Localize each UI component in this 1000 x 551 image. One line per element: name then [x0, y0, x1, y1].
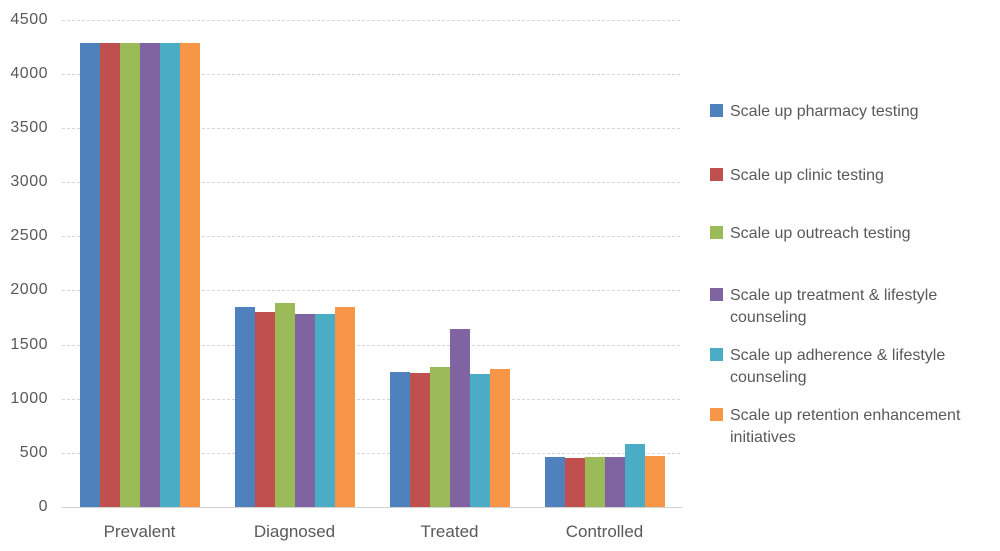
- gridline: [62, 236, 682, 238]
- gridline: [62, 19, 682, 21]
- legend-swatch: [710, 168, 723, 181]
- legend-swatch: [710, 226, 723, 239]
- legend-item: Scale up outreach testing: [710, 223, 998, 245]
- bar-series-3-diagnosed: [274, 303, 295, 507]
- gridline: [62, 127, 682, 129]
- bar-series-4-treated: [449, 329, 470, 507]
- bar-series-6-controlled: [644, 456, 665, 507]
- y-axis-tick-label: 2000: [10, 281, 48, 299]
- y-axis-tick-label: 1000: [10, 389, 48, 407]
- y-axis-tick-label: 3000: [10, 173, 48, 190]
- y-axis-tick-label: 3500: [10, 118, 48, 136]
- legend-label: Scale up pharmacy testing: [730, 103, 919, 120]
- bar-series-6-prevalent: [179, 43, 200, 507]
- legend-item: Scale up adherence & lifestyle counselin…: [710, 345, 998, 389]
- legend-item: Scale up clinic testing: [710, 165, 998, 187]
- legend: Scale up pharmacy testing Scale up clinic…: [710, 0, 1000, 551]
- x-axis-category-label: Diagnosed: [253, 522, 336, 541]
- gridline: [62, 452, 682, 454]
- x-axis-category-label: Treated: [420, 522, 479, 541]
- y-axis-tick-label: 4500: [10, 10, 48, 28]
- bar-series-5-diagnosed: [314, 313, 335, 507]
- bar-series-6-treated: [489, 369, 510, 507]
- gridline: [62, 182, 682, 183]
- gridline: [62, 73, 682, 75]
- bar-series-1-treated: [389, 371, 410, 507]
- y-axis-tick-label: 0: [38, 498, 48, 515]
- bar-series-1-diagnosed: [234, 307, 255, 507]
- y-axis-tick-label: 500: [19, 443, 48, 461]
- legend-label: Scale up treatment & lifestyle counselin…: [730, 287, 938, 326]
- bar-series-2-diagnosed: [254, 312, 275, 507]
- legend-swatch: [710, 348, 723, 361]
- legend-swatch: [710, 288, 723, 301]
- y-axis-tick-label: 4000: [10, 64, 48, 82]
- bar-series-2-controlled: [564, 457, 585, 507]
- bar-series-1-controlled: [544, 457, 565, 507]
- bar-series-5-prevalent: [159, 43, 180, 507]
- gridline: [62, 398, 682, 400]
- bar-series-1-prevalent: [79, 43, 100, 507]
- bar-series-2-treated: [409, 372, 430, 507]
- legend-item: Scale up treatment & lifestyle counselin…: [710, 285, 998, 329]
- bar-series-3-treated: [429, 366, 450, 507]
- legend-label: Scale up outreach testing: [730, 225, 911, 242]
- bar-series-3-prevalent: [119, 43, 140, 507]
- x-axis-category-label: Controlled: [565, 522, 644, 541]
- x-axis-line: [62, 507, 682, 508]
- legend-swatch: [710, 104, 723, 117]
- bar-series-4-prevalent: [139, 43, 160, 507]
- legend-item: Scale up pharmacy testing: [710, 101, 998, 123]
- bar-series-5-treated: [469, 373, 490, 507]
- legend-swatch: [710, 408, 723, 421]
- y-axis-tick-label: 2500: [10, 227, 48, 245]
- gridline: [62, 290, 682, 292]
- legend-label: Scale up clinic testing: [730, 167, 884, 184]
- legend-label: Scale up adherence & lifestyle counselin…: [730, 347, 946, 386]
- legend-label: Scale up retention enhancement initiativ…: [730, 407, 961, 446]
- gridline: [62, 344, 682, 346]
- bar-series-5-controlled: [624, 444, 645, 507]
- bar-series-4-diagnosed: [294, 313, 315, 507]
- legend-item: Scale up retention enhancement initiativ…: [710, 405, 998, 449]
- bar-series-2-prevalent: [99, 43, 120, 507]
- x-axis-category-label: Prevalent: [103, 522, 176, 541]
- bar-series-6-diagnosed: [334, 307, 355, 507]
- bar-series-3-controlled: [584, 457, 605, 507]
- y-axis-tick-label: 1500: [10, 335, 48, 353]
- bar-series-4-controlled: [604, 457, 625, 507]
